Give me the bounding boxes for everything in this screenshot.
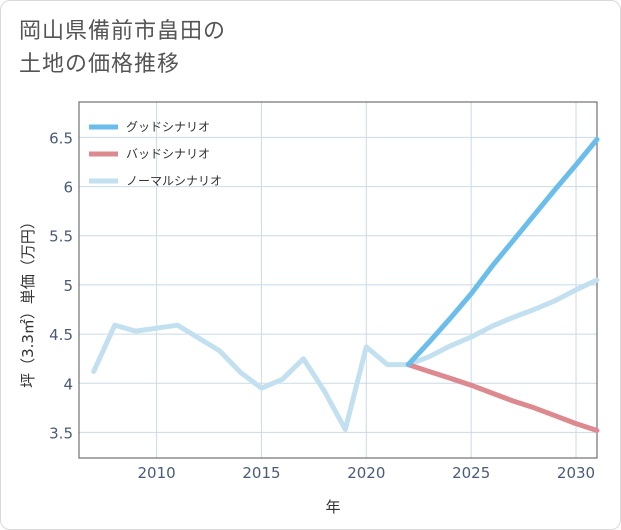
series-lines <box>91 136 600 433</box>
x-tick-label: 2010 <box>138 464 176 482</box>
y-tick-label: 4 <box>63 375 73 393</box>
x-axis-ticks: 2010 2015 2020 2025 2030 <box>138 464 596 482</box>
chart-title-line-1: 岡山県備前市畠田の <box>19 19 227 44</box>
y-tick-label: 5 <box>63 277 73 295</box>
y-tick-label: 6.5 <box>49 129 73 147</box>
legend-label: ノーマルシナリオ <box>126 174 222 188</box>
x-tick-label: 2025 <box>452 464 490 482</box>
x-tick-label: 2030 <box>557 464 595 482</box>
legend-label: グッドシナリオ <box>126 120 210 134</box>
series-line-2 <box>91 277 600 432</box>
x-axis-label: 年 <box>325 498 340 516</box>
chart-title-line-2: 土地の価格推移 <box>19 52 181 77</box>
grid-lines <box>79 102 597 458</box>
x-tick-label: 2015 <box>242 464 280 482</box>
y-tick-label: 3.5 <box>49 424 73 442</box>
y-axis-label: 坪（3.3㎡）単価（万円） <box>19 214 37 388</box>
series-line-1 <box>405 362 600 433</box>
legend-label: バッドシナリオ <box>126 147 210 161</box>
y-tick-label: 6 <box>63 179 73 197</box>
x-tick-label: 2020 <box>347 464 385 482</box>
y-tick-label: 4.5 <box>49 326 73 344</box>
chart-title: 岡山県備前市畠田の 土地の価格推移 <box>19 15 226 81</box>
series-line-0 <box>405 136 600 368</box>
y-tick-label: 5.5 <box>49 228 73 246</box>
y-axis-ticks: 3.5 4 4.5 5 5.5 6 6.5 <box>49 129 73 442</box>
